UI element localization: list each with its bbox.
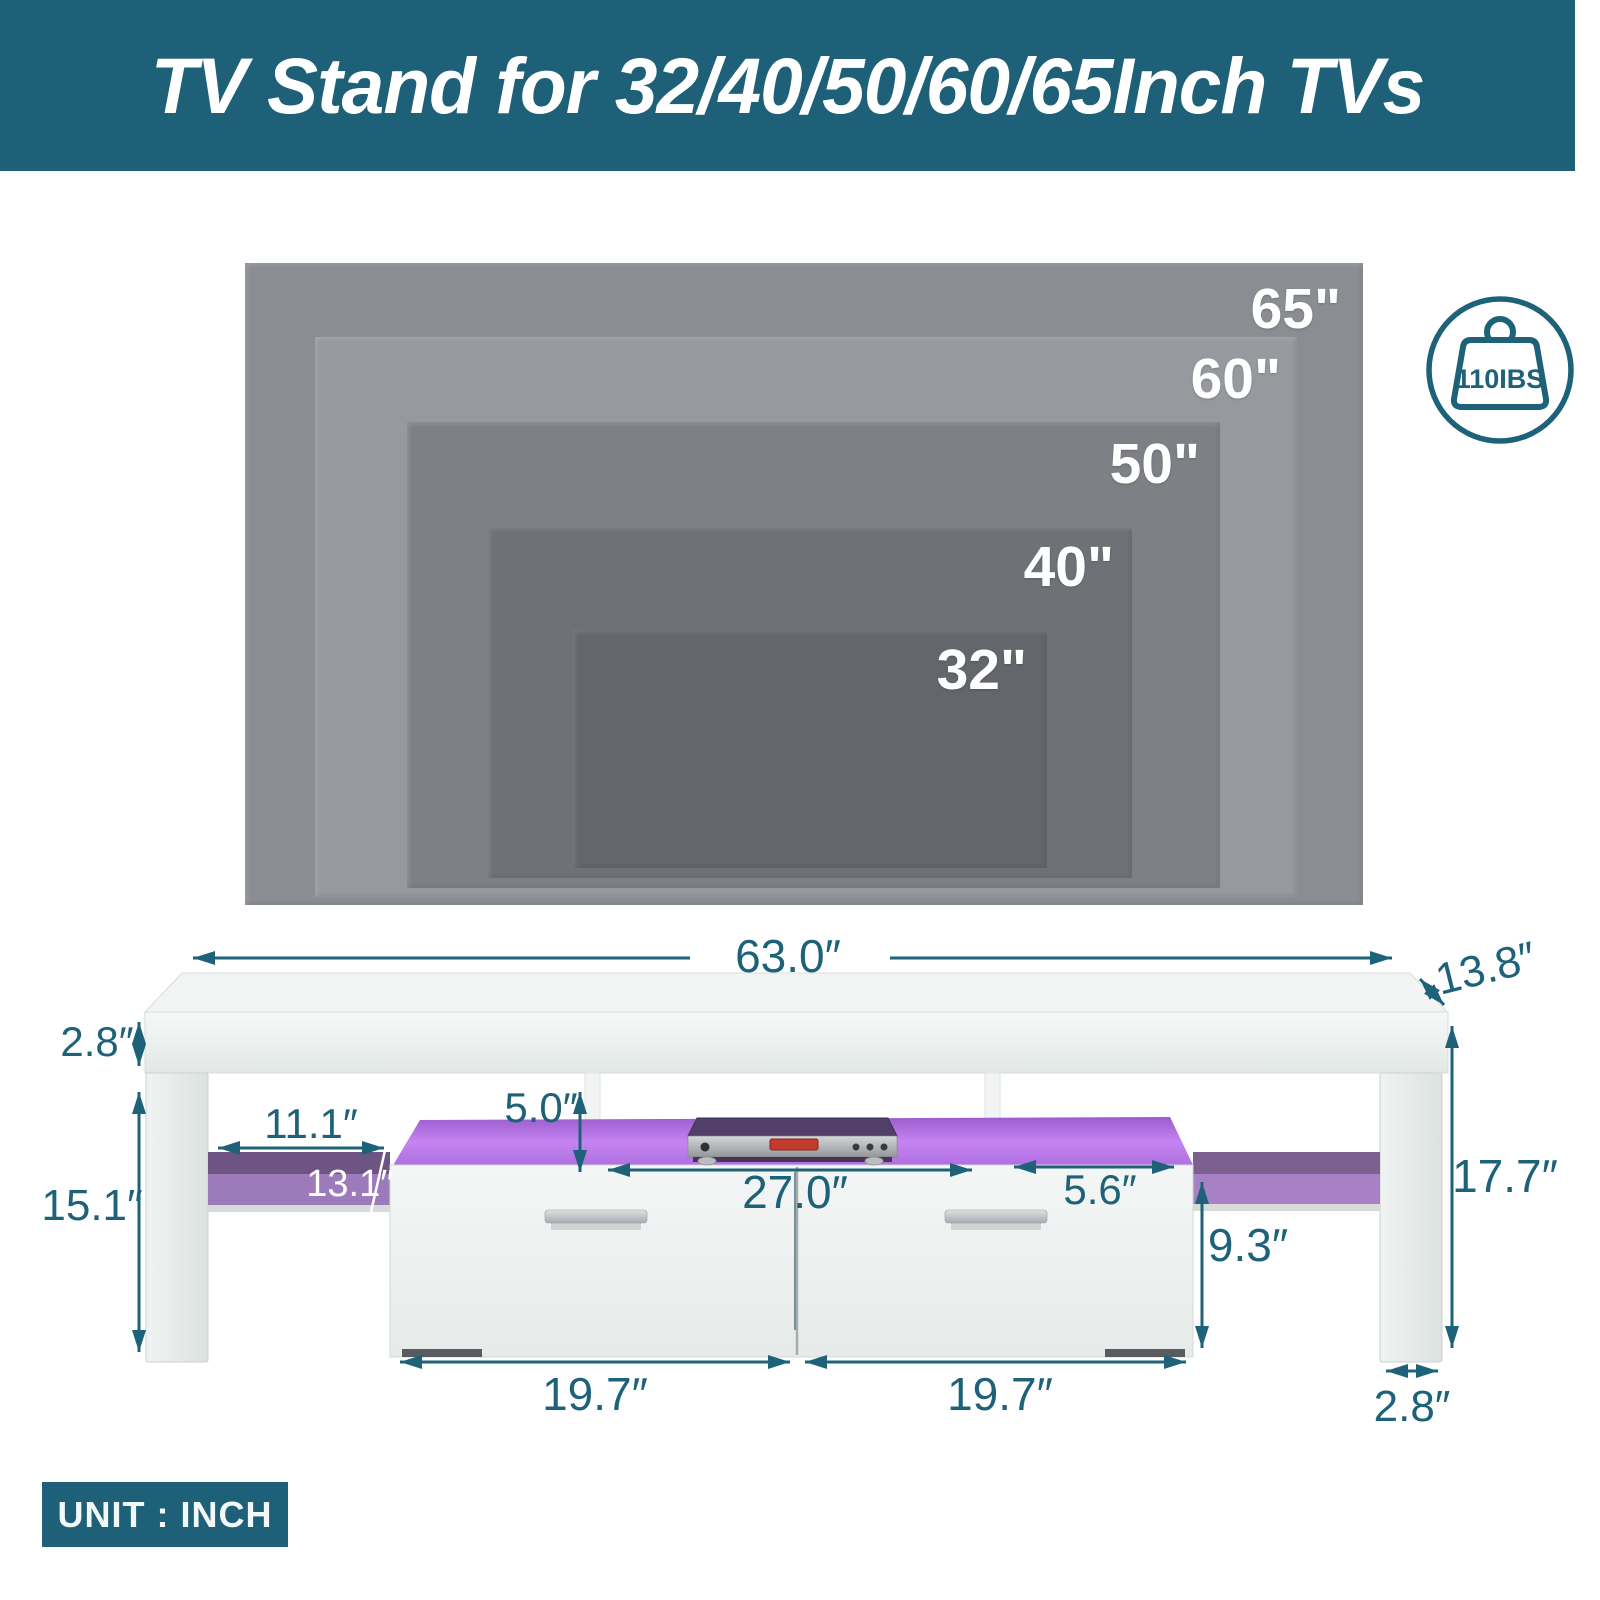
dvd-display <box>769 1138 819 1151</box>
weight-capacity-badge: 110IBS <box>1424 294 1576 446</box>
dvd-player <box>687 1117 898 1166</box>
stand-right-leg <box>1379 1072 1443 1363</box>
shelf-depth-leader-line <box>369 1145 388 1213</box>
drawer-handle-left <box>544 1209 648 1230</box>
tv-size-label-60: 60" <box>1190 347 1281 411</box>
dim-shelf-opening-height: 5.0″ <box>504 1084 578 1131</box>
dim-top-panel-thickness: 2.8″ <box>60 1018 134 1065</box>
dim-left-drawer-width: 19.7″ <box>542 1368 648 1420</box>
dim-overall-width: 63.0″ <box>735 930 841 982</box>
dim-left-shelf-width: 11.1″ <box>264 1100 358 1147</box>
drawer-handle-right <box>944 1209 1048 1230</box>
cabinet-foot-right <box>1105 1349 1185 1357</box>
unit-label: UNIT : INCH <box>57 1493 273 1535</box>
led-band-left <box>208 1152 390 1212</box>
tv-size-label-65: 65" <box>1250 277 1341 341</box>
dim-leg-width: 2.8″ <box>1373 1382 1451 1431</box>
dim-drawer-unit-height: 9.3″ <box>1207 1219 1289 1271</box>
tv-size-label-40: 40" <box>1023 535 1114 599</box>
dim-right-drawer-width: 19.7″ <box>947 1368 1053 1420</box>
stand-left-leg <box>145 1072 209 1363</box>
stand-top-front-face <box>144 1011 1449 1074</box>
tv-size-label-32: 32" <box>936 638 1027 702</box>
page-title: TV Stand for 32/40/50/60/65Inch TVs <box>150 40 1426 130</box>
tv-size-rect-32: 32" <box>573 630 1047 868</box>
dim-center-shelf-width: 27.0″ <box>742 1166 848 1218</box>
drawer-cabinet <box>389 1164 1194 1358</box>
unit-box: UNIT : INCH <box>42 1482 288 1547</box>
weight-capacity-label: 110IBS <box>1455 364 1545 394</box>
dim-leg-open-height: 15.1″ <box>41 1181 143 1230</box>
cabinet-foot-left <box>402 1349 482 1357</box>
tv-size-label-50: 50" <box>1109 432 1200 496</box>
dim-shelf-depth: 13.1″ <box>306 1163 394 1205</box>
title-banner: TV Stand for 32/40/50/60/65Inch TVs <box>0 0 1575 171</box>
dimension-arrows <box>132 951 1459 1378</box>
led-band-right <box>1193 1152 1380 1211</box>
weight-icon <box>1426 296 1574 444</box>
dim-right-shelf-width: 5.6″ <box>1063 1166 1137 1213</box>
dim-stand-height: 17.7″ <box>1452 1150 1558 1202</box>
